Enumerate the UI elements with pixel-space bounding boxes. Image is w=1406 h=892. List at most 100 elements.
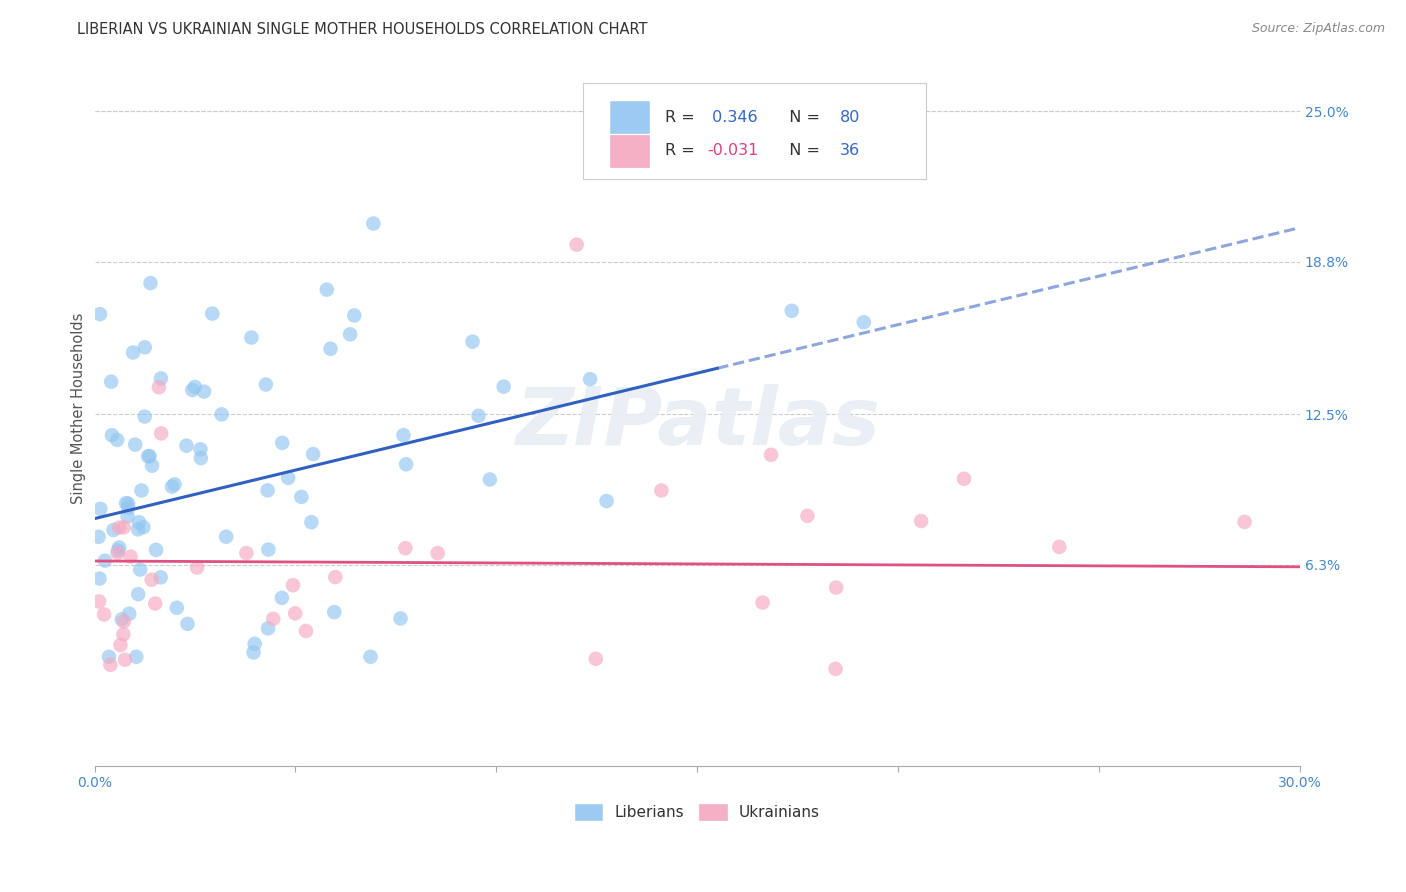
Point <box>160 480 183 494</box>
Point <box>290 490 312 504</box>
Point <box>150 426 173 441</box>
Point <box>271 435 294 450</box>
Point <box>115 496 138 510</box>
FancyBboxPatch shape <box>610 135 650 167</box>
Point <box>149 570 172 584</box>
Point <box>392 428 415 442</box>
Point <box>100 657 122 672</box>
Text: R =: R = <box>665 110 700 125</box>
Point <box>97 649 120 664</box>
Point <box>759 448 782 462</box>
Point <box>257 542 280 557</box>
Point <box>184 380 207 394</box>
Point <box>181 383 204 397</box>
Point <box>240 330 263 344</box>
Point <box>136 450 159 464</box>
Point <box>134 340 156 354</box>
Point <box>186 560 208 574</box>
Point <box>284 607 307 621</box>
Text: R =: R = <box>665 144 700 158</box>
Point <box>89 572 111 586</box>
Point <box>138 449 160 463</box>
Point <box>270 591 292 605</box>
Point <box>299 515 322 529</box>
Text: 0.346: 0.346 <box>707 110 758 125</box>
Point <box>395 457 418 471</box>
Point <box>122 345 145 359</box>
Point <box>117 509 139 524</box>
Point <box>132 520 155 534</box>
Point <box>124 437 146 451</box>
Point <box>277 471 299 485</box>
Point <box>595 494 617 508</box>
Point <box>105 433 128 447</box>
Point <box>127 587 149 601</box>
Text: N =: N = <box>779 144 825 158</box>
Point <box>125 649 148 664</box>
Point <box>295 624 318 638</box>
Point <box>176 616 198 631</box>
Point <box>143 597 166 611</box>
Point <box>108 541 131 555</box>
Text: 80: 80 <box>839 110 860 125</box>
Point <box>112 627 135 641</box>
Text: ZIPatlas: ZIPatlas <box>515 384 880 461</box>
Point <box>953 472 976 486</box>
Point <box>103 523 125 537</box>
Point <box>114 653 136 667</box>
Point <box>281 578 304 592</box>
Point <box>478 472 501 486</box>
Point <box>139 276 162 290</box>
Point <box>101 428 124 442</box>
Point <box>751 596 773 610</box>
Point <box>461 334 484 349</box>
Point <box>100 375 122 389</box>
Point <box>190 442 212 457</box>
Point <box>176 439 198 453</box>
Point <box>193 384 215 399</box>
Point <box>89 501 111 516</box>
Point <box>89 307 111 321</box>
Point <box>93 607 115 622</box>
Point <box>426 546 449 560</box>
Point <box>254 377 277 392</box>
Point <box>243 637 266 651</box>
Point <box>107 543 129 558</box>
Point <box>163 477 186 491</box>
Point <box>235 546 257 560</box>
Text: Source: ZipAtlas.com: Source: ZipAtlas.com <box>1251 22 1385 36</box>
Point <box>579 372 602 386</box>
FancyBboxPatch shape <box>610 102 650 133</box>
Point <box>141 458 163 473</box>
Point <box>394 541 416 556</box>
Point <box>323 605 346 619</box>
Point <box>1233 515 1256 529</box>
Point <box>343 309 366 323</box>
Point <box>166 600 188 615</box>
Point <box>360 649 382 664</box>
Point <box>87 594 110 608</box>
Point <box>134 409 156 424</box>
Point <box>201 307 224 321</box>
Point <box>215 530 238 544</box>
Point <box>339 327 361 342</box>
Point <box>852 315 875 329</box>
Point <box>117 497 139 511</box>
Point <box>910 514 932 528</box>
Point <box>256 483 278 498</box>
Point <box>585 652 607 666</box>
Point <box>107 546 129 560</box>
Point <box>110 638 132 652</box>
Point <box>111 612 134 626</box>
Point <box>145 542 167 557</box>
Point <box>127 522 149 536</box>
Point <box>323 570 346 584</box>
FancyBboxPatch shape <box>582 83 927 179</box>
Point <box>149 371 172 385</box>
Point <box>131 483 153 498</box>
Y-axis label: Single Mother Households: Single Mother Households <box>72 312 86 504</box>
Point <box>117 500 139 515</box>
Point <box>141 573 163 587</box>
Point <box>257 621 280 635</box>
Point <box>108 521 131 535</box>
